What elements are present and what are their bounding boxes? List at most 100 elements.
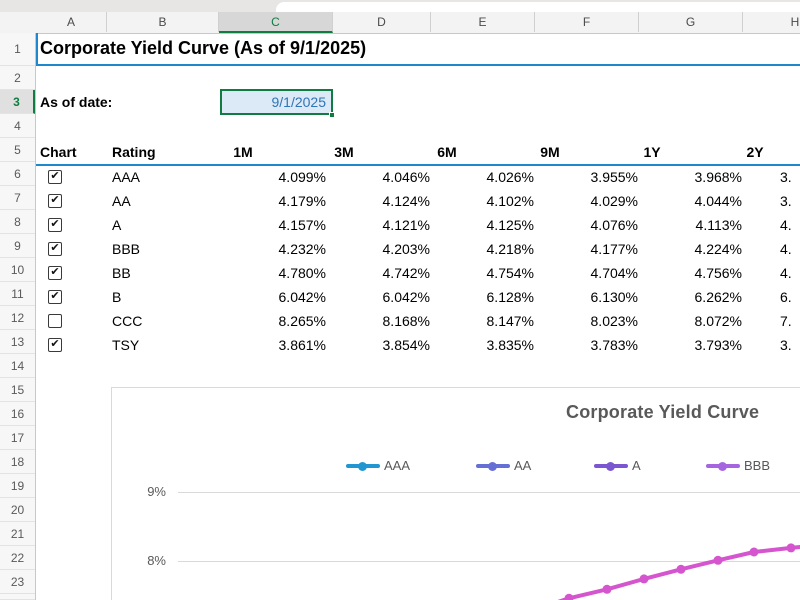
yield-cell[interactable]: 4.756%	[694, 265, 742, 281]
yield-cell[interactable]: 4.044%	[694, 193, 742, 209]
yield-cell[interactable]: 6.042%	[382, 289, 430, 305]
yield-cell[interactable]: 4.754%	[486, 265, 534, 281]
yield-cell[interactable]: 4.046%	[382, 169, 430, 185]
row-header-1[interactable]: 1	[0, 33, 35, 66]
yield-cell[interactable]: 4.157%	[278, 217, 326, 233]
yield-cell[interactable]: 4.742%	[382, 265, 430, 281]
yield-cell-2y-clipped[interactable]: 4.	[780, 217, 792, 233]
column-header-C[interactable]: C	[219, 12, 333, 33]
yield-cell[interactable]: 4.224%	[694, 241, 742, 257]
yield-cell-2y-clipped[interactable]: 3.	[780, 169, 792, 185]
row-header-9[interactable]: 9	[0, 234, 35, 258]
legend-item-aa[interactable]: AA	[476, 458, 556, 474]
legend-item-aaa[interactable]: AAA	[346, 458, 426, 474]
column-header-E[interactable]: E	[431, 12, 535, 32]
chart-checkbox-tsy[interactable]: ✔	[48, 338, 62, 352]
yield-cell[interactable]: 3.793%	[694, 337, 742, 353]
chart-checkbox-aa[interactable]: ✔	[48, 194, 62, 208]
yield-cell-2y-clipped[interactable]: 7.	[780, 313, 792, 329]
chart-checkbox-aaa[interactable]: ✔	[48, 170, 62, 184]
legend-label: AA	[514, 458, 532, 473]
yield-cell[interactable]: 4.076%	[590, 217, 638, 233]
yield-cell[interactable]: 4.704%	[590, 265, 638, 281]
series-curve-magenta	[557, 543, 800, 600]
row-header-19[interactable]: 19	[0, 474, 35, 498]
row-header-23[interactable]: 23	[0, 570, 35, 594]
row-header-22[interactable]: 22	[0, 546, 35, 570]
column-header-F[interactable]: F	[535, 12, 639, 32]
yield-cell[interactable]: 3.861%	[278, 337, 326, 353]
row-header-18[interactable]: 18	[0, 450, 35, 474]
row-header-2[interactable]: 2	[0, 66, 35, 90]
as-of-date-cell[interactable]: 9/1/2025	[220, 89, 333, 115]
row-header-12[interactable]: 12	[0, 306, 35, 330]
row-header-21[interactable]: 21	[0, 522, 35, 546]
yield-cell[interactable]: 4.113%	[695, 217, 742, 233]
yield-cell-2y-clipped[interactable]: 3.	[780, 337, 792, 353]
chart-checkbox-b[interactable]: ✔	[48, 290, 62, 304]
yield-cell[interactable]: 6.042%	[278, 289, 326, 305]
yield-cell[interactable]: 3.835%	[486, 337, 534, 353]
row-header-5[interactable]: 5	[0, 138, 35, 162]
row-header-3[interactable]: 3	[0, 90, 35, 114]
yield-cell-2y-clipped[interactable]: 4.	[780, 265, 792, 281]
yield-cell[interactable]: 6.130%	[590, 289, 638, 305]
legend-marker-a-icon	[594, 461, 628, 471]
cell-fill-handle[interactable]	[329, 112, 335, 118]
yield-curve-chart[interactable]: Corporate Yield Curve AAA AA A BBB 9% 8%	[111, 387, 800, 600]
chart-checkbox-a[interactable]: ✔	[48, 218, 62, 232]
row-header-8[interactable]: 8	[0, 210, 35, 234]
yield-cell[interactable]: 4.177%	[590, 241, 638, 257]
yield-cell[interactable]: 8.265%	[278, 313, 326, 329]
yield-cell[interactable]: 4.218%	[486, 241, 534, 257]
yield-cell[interactable]: 4.124%	[382, 193, 430, 209]
yield-cell[interactable]: 4.232%	[278, 241, 326, 257]
yield-cell-2y-clipped[interactable]: 3.	[780, 193, 792, 209]
row-header-4[interactable]: 4	[0, 114, 35, 138]
yield-cell[interactable]: 4.121%	[382, 217, 430, 233]
row-header-10[interactable]: 10	[0, 258, 35, 282]
yield-cell[interactable]: 8.023%	[590, 313, 638, 329]
yield-cell[interactable]: 4.026%	[486, 169, 534, 185]
row-header-15[interactable]: 15	[0, 378, 35, 402]
yield-cell[interactable]: 8.072%	[694, 313, 742, 329]
legend-item-a[interactable]: A	[594, 458, 674, 474]
yield-cell[interactable]: 8.147%	[486, 313, 534, 329]
row-header-20[interactable]: 20	[0, 498, 35, 522]
yield-cell[interactable]: 4.029%	[590, 193, 638, 209]
row-header-6[interactable]: 6	[0, 162, 35, 186]
legend-item-bbb[interactable]: BBB	[706, 458, 786, 474]
yield-cell[interactable]: 4.203%	[382, 241, 430, 257]
column-header-G[interactable]: G	[639, 12, 743, 32]
column-header-A[interactable]: A	[36, 12, 107, 32]
column-header-H[interactable]: H	[743, 12, 800, 32]
yield-cell[interactable]: 4.125%	[486, 217, 534, 233]
yield-cell-2y-clipped[interactable]: 6.	[780, 289, 792, 305]
yield-cell[interactable]: 4.099%	[278, 169, 326, 185]
chart-checkbox-bb[interactable]: ✔	[48, 266, 62, 280]
yield-cell[interactable]: 3.854%	[382, 337, 430, 353]
yield-cell[interactable]: 4.102%	[486, 193, 534, 209]
yield-cell-2y-clipped[interactable]: 4.	[780, 241, 792, 257]
table-header-6m: 6M	[437, 144, 457, 160]
column-header-B[interactable]: B	[107, 12, 219, 32]
row-header-13[interactable]: 13	[0, 330, 35, 354]
row-header-17[interactable]: 17	[0, 426, 35, 450]
yield-cell[interactable]: 3.968%	[694, 169, 742, 185]
yield-cell[interactable]: 4.780%	[278, 265, 326, 281]
row-header-11[interactable]: 11	[0, 282, 35, 306]
chart-checkbox-bbb[interactable]: ✔	[48, 242, 62, 256]
row-header-7[interactable]: 7	[0, 186, 35, 210]
yield-cell[interactable]: 8.168%	[382, 313, 430, 329]
yield-cell[interactable]: 3.955%	[590, 169, 638, 185]
yield-cell[interactable]: 3.783%	[590, 337, 638, 353]
column-header-D[interactable]: D	[333, 12, 431, 32]
row-header-24-partial[interactable]	[0, 594, 35, 600]
formula-bar-input[interactable]	[276, 2, 800, 12]
yield-cell[interactable]: 6.128%	[486, 289, 534, 305]
chart-checkbox-ccc[interactable]	[48, 314, 62, 328]
yield-cell[interactable]: 6.262%	[694, 289, 742, 305]
yield-cell[interactable]: 4.179%	[278, 193, 326, 209]
row-header-14[interactable]: 14	[0, 354, 35, 378]
row-header-16[interactable]: 16	[0, 402, 35, 426]
